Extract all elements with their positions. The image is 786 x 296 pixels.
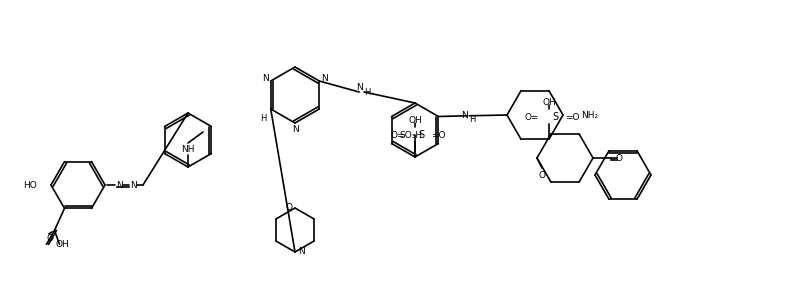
Text: =O: =O: [431, 131, 446, 139]
Text: O: O: [615, 154, 623, 163]
Text: N: N: [321, 73, 328, 83]
Text: =O: =O: [565, 113, 579, 122]
Text: S: S: [552, 112, 558, 122]
Text: O=: O=: [391, 131, 405, 139]
Text: NH: NH: [182, 144, 195, 154]
Text: N: N: [356, 83, 362, 91]
Text: N: N: [298, 247, 304, 257]
Text: OH: OH: [408, 115, 422, 125]
Text: N: N: [130, 181, 137, 189]
Text: S: S: [418, 130, 424, 140]
Text: NH₂: NH₂: [581, 110, 598, 120]
Text: O=: O=: [524, 113, 539, 122]
Text: OH: OH: [56, 240, 69, 249]
Text: SO₃H: SO₃H: [399, 131, 423, 139]
Text: O: O: [46, 234, 53, 243]
Text: N: N: [116, 181, 123, 189]
Text: O: O: [285, 204, 292, 213]
Text: HO: HO: [24, 181, 37, 189]
Text: N: N: [263, 73, 269, 83]
Text: H: H: [364, 88, 370, 96]
Text: H: H: [469, 115, 476, 124]
Text: H: H: [260, 114, 266, 123]
Text: O: O: [538, 171, 545, 181]
Text: N: N: [292, 125, 299, 133]
Text: N: N: [461, 111, 468, 120]
Text: OH: OH: [542, 98, 556, 107]
